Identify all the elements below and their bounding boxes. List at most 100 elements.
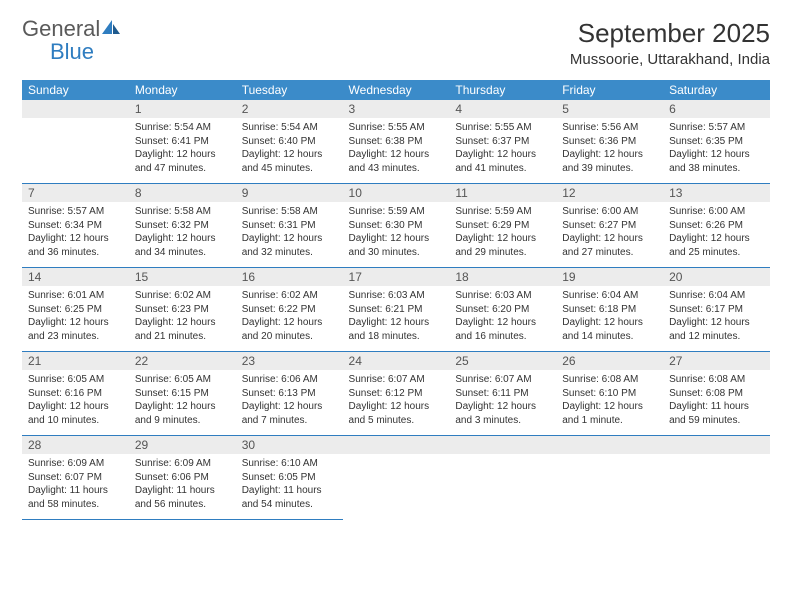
sunrise-text: Sunrise: 5:56 AM [562, 121, 657, 135]
daylight-text: Daylight: 12 hours and 18 minutes. [349, 316, 444, 343]
day-body: Sunrise: 6:09 AMSunset: 6:07 PMDaylight:… [22, 454, 129, 519]
day-cell: 21Sunrise: 6:05 AMSunset: 6:16 PMDayligh… [22, 352, 129, 436]
day-number-empty [663, 436, 770, 454]
week-row: 7Sunrise: 5:57 AMSunset: 6:34 PMDaylight… [22, 184, 770, 268]
sunrise-text: Sunrise: 6:10 AM [242, 457, 337, 471]
day-body-empty [343, 454, 450, 516]
daylight-text: Daylight: 12 hours and 7 minutes. [242, 400, 337, 427]
sunset-text: Sunset: 6:13 PM [242, 387, 337, 401]
sunset-text: Sunset: 6:20 PM [455, 303, 550, 317]
day-number: 11 [449, 184, 556, 202]
day-cell: 10Sunrise: 5:59 AMSunset: 6:30 PMDayligh… [343, 184, 450, 268]
daylight-text: Daylight: 11 hours and 56 minutes. [135, 484, 230, 511]
sunset-text: Sunset: 6:15 PM [135, 387, 230, 401]
sunset-text: Sunset: 6:21 PM [349, 303, 444, 317]
day-number-empty [343, 436, 450, 454]
day-cell: 7Sunrise: 5:57 AMSunset: 6:34 PMDaylight… [22, 184, 129, 268]
sunset-text: Sunset: 6:41 PM [135, 135, 230, 149]
daylight-text: Daylight: 12 hours and 23 minutes. [28, 316, 123, 343]
week-row: 14Sunrise: 6:01 AMSunset: 6:25 PMDayligh… [22, 268, 770, 352]
sunset-text: Sunset: 6:40 PM [242, 135, 337, 149]
day-number: 2 [236, 100, 343, 118]
sunrise-text: Sunrise: 5:59 AM [455, 205, 550, 219]
sunrise-text: Sunrise: 5:57 AM [28, 205, 123, 219]
location: Mussoorie, Uttarakhand, India [570, 51, 770, 68]
sunrise-text: Sunrise: 5:54 AM [242, 121, 337, 135]
day-number: 29 [129, 436, 236, 454]
title-block: September 2025 Mussoorie, Uttarakhand, I… [570, 18, 770, 68]
daylight-text: Daylight: 12 hours and 20 minutes. [242, 316, 337, 343]
week-row: 1 Sunrise: 5:54 AM Sunset: 6:41 PM Daylight… [22, 100, 770, 184]
day-cell: 19Sunrise: 6:04 AMSunset: 6:18 PMDayligh… [556, 268, 663, 352]
day-body: Sunrise: 5:57 AMSunset: 6:34 PMDaylight:… [22, 202, 129, 267]
day-cell: 13Sunrise: 6:00 AMSunset: 6:26 PMDayligh… [663, 184, 770, 268]
day-cell: 30Sunrise: 6:10 AMSunset: 6:05 PMDayligh… [236, 436, 343, 520]
day-header: Wednesday [343, 80, 450, 100]
day-number: 17 [343, 268, 450, 286]
day-number: 26 [556, 352, 663, 370]
day-number: 14 [22, 268, 129, 286]
day-cell: 15Sunrise: 6:02 AMSunset: 6:23 PMDayligh… [129, 268, 236, 352]
daylight-text: Daylight: 12 hours and 3 minutes. [455, 400, 550, 427]
daylight-text: Daylight: 12 hours and 38 minutes. [669, 148, 764, 175]
day-body: Sunrise: 6:05 AMSunset: 6:16 PMDaylight:… [22, 370, 129, 435]
daylight-text: Daylight: 12 hours and 12 minutes. [669, 316, 764, 343]
sunrise-text: Sunrise: 5:59 AM [349, 205, 444, 219]
day-number: 15 [129, 268, 236, 286]
day-body-empty [449, 454, 556, 516]
daylight-text: Daylight: 12 hours and 9 minutes. [135, 400, 230, 427]
day-cell: 23Sunrise: 6:06 AMSunset: 6:13 PMDayligh… [236, 352, 343, 436]
day-cell: 29Sunrise: 6:09 AMSunset: 6:06 PMDayligh… [129, 436, 236, 520]
day-number-empty [556, 436, 663, 454]
day-cell: 1Sunrise: 5:54 AMSunset: 6:41 PMDaylight… [129, 100, 236, 184]
day-body: Sunrise: 6:07 AMSunset: 6:12 PMDaylight:… [343, 370, 450, 435]
day-number: 12 [556, 184, 663, 202]
day-number: 20 [663, 268, 770, 286]
day-cell: 3Sunrise: 5:55 AMSunset: 6:38 PMDaylight… [343, 100, 450, 184]
day-number: 13 [663, 184, 770, 202]
day-number-empty [22, 100, 129, 118]
sunset-text: Sunset: 6:18 PM [562, 303, 657, 317]
day-cell: 20Sunrise: 6:04 AMSunset: 6:17 PMDayligh… [663, 268, 770, 352]
day-body-empty [22, 118, 129, 180]
day-body: Sunrise: 6:02 AMSunset: 6:22 PMDaylight:… [236, 286, 343, 351]
calendar-table: SundayMondayTuesdayWednesdayThursdayFrid… [22, 80, 770, 520]
day-cell: 18Sunrise: 6:03 AMSunset: 6:20 PMDayligh… [449, 268, 556, 352]
sunrise-text: Sunrise: 6:05 AM [28, 373, 123, 387]
sunset-text: Sunset: 6:30 PM [349, 219, 444, 233]
day-cell: 4Sunrise: 5:55 AMSunset: 6:37 PMDaylight… [449, 100, 556, 184]
sunrise-text: Sunrise: 6:04 AM [562, 289, 657, 303]
sunset-text: Sunset: 6:06 PM [135, 471, 230, 485]
sunrise-text: Sunrise: 6:03 AM [349, 289, 444, 303]
day-cell: 24Sunrise: 6:07 AMSunset: 6:12 PMDayligh… [343, 352, 450, 436]
day-body: Sunrise: 5:58 AMSunset: 6:32 PMDaylight:… [129, 202, 236, 267]
daylight-text: Daylight: 12 hours and 45 minutes. [242, 148, 337, 175]
day-body: Sunrise: 6:09 AMSunset: 6:06 PMDaylight:… [129, 454, 236, 519]
sunrise-text: Sunrise: 6:02 AM [135, 289, 230, 303]
day-body: Sunrise: 6:01 AMSunset: 6:25 PMDaylight:… [22, 286, 129, 351]
day-cell: 6Sunrise: 5:57 AMSunset: 6:35 PMDaylight… [663, 100, 770, 184]
day-cell: 9Sunrise: 5:58 AMSunset: 6:31 PMDaylight… [236, 184, 343, 268]
day-number: 1 [129, 100, 236, 118]
day-body: Sunrise: 5:56 AMSunset: 6:36 PMDaylight:… [556, 118, 663, 183]
daylight-text: Daylight: 12 hours and 16 minutes. [455, 316, 550, 343]
sunset-text: Sunset: 6:31 PM [242, 219, 337, 233]
day-number: 6 [663, 100, 770, 118]
day-body: Sunrise: 6:07 AMSunset: 6:11 PMDaylight:… [449, 370, 556, 435]
logo-text-general: General [22, 16, 100, 41]
day-body: Sunrise: 6:03 AMSunset: 6:21 PMDaylight:… [343, 286, 450, 351]
daylight-text: Daylight: 12 hours and 14 minutes. [562, 316, 657, 343]
day-number: 25 [449, 352, 556, 370]
sunrise-text: Sunrise: 5:55 AM [349, 121, 444, 135]
sunrise-text: Sunrise: 6:09 AM [28, 457, 123, 471]
day-header: Friday [556, 80, 663, 100]
day-header: Thursday [449, 80, 556, 100]
day-cell: 22Sunrise: 6:05 AMSunset: 6:15 PMDayligh… [129, 352, 236, 436]
daylight-text: Daylight: 12 hours and 32 minutes. [242, 232, 337, 259]
day-header: Sunday [22, 80, 129, 100]
sunrise-text: Sunrise: 6:03 AM [455, 289, 550, 303]
sunset-text: Sunset: 6:08 PM [669, 387, 764, 401]
daylight-text: Daylight: 12 hours and 1 minute. [562, 400, 657, 427]
daylight-text: Daylight: 12 hours and 25 minutes. [669, 232, 764, 259]
sunset-text: Sunset: 6:23 PM [135, 303, 230, 317]
